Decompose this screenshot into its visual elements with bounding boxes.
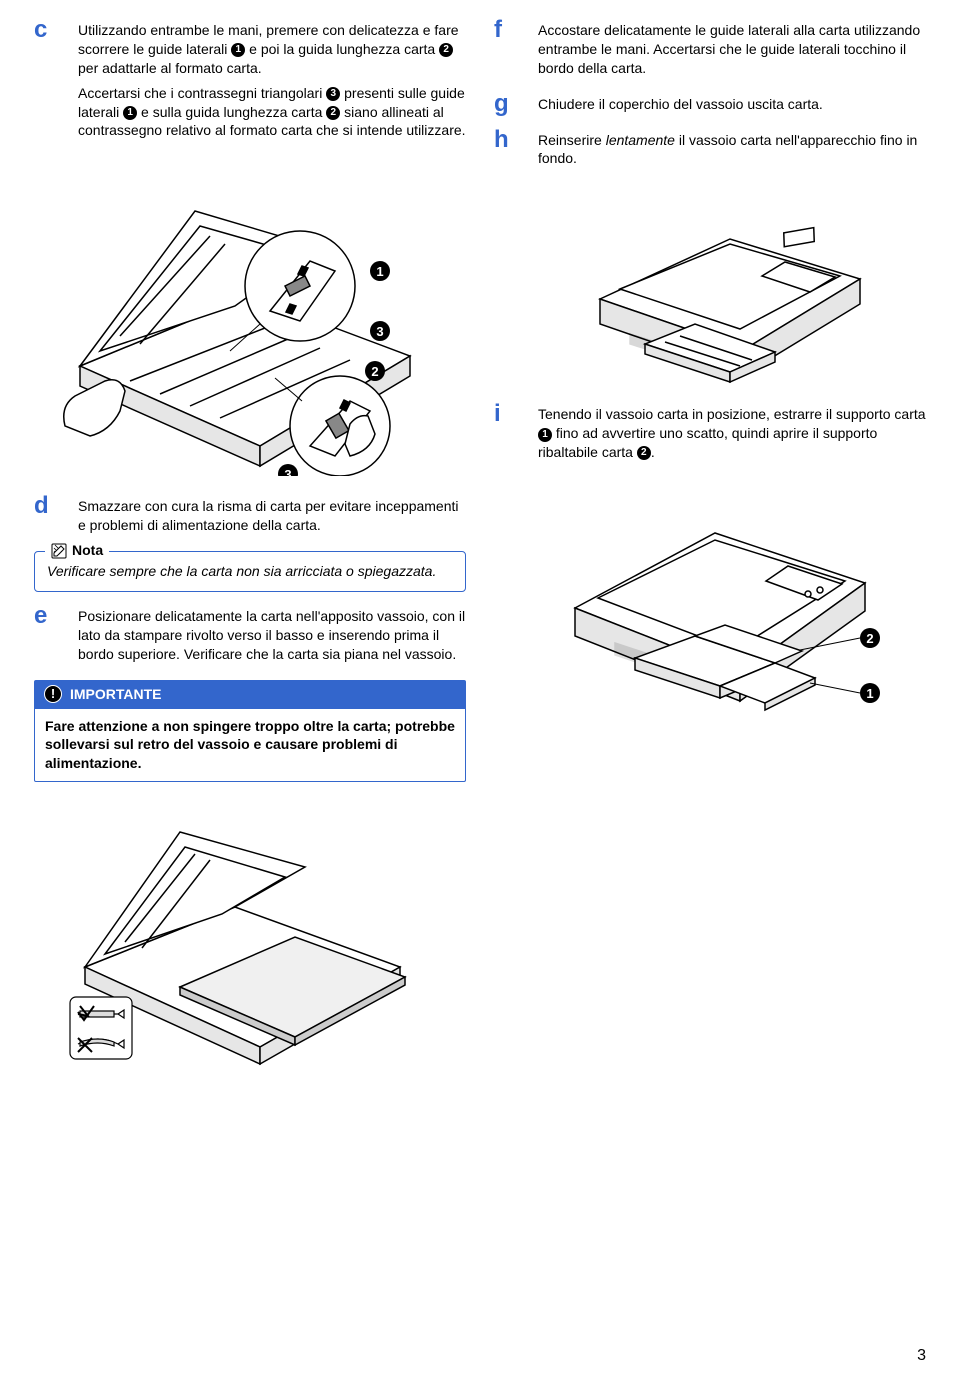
- marker-1-icon: 1: [231, 43, 245, 57]
- right-column: f Accostare delicatamente le guide later…: [494, 18, 926, 1090]
- svg-text:3: 3: [284, 467, 291, 476]
- step-c-p1: Utilizzando entrambe le mani, premere co…: [78, 21, 466, 78]
- step-c: c Utilizzando entrambe le mani, premere …: [34, 18, 466, 146]
- note-label: Nota: [72, 541, 103, 560]
- step-letter-c: c: [34, 18, 60, 42]
- important-box: ! IMPORTANTE Fare attenzione a non sping…: [34, 680, 466, 783]
- important-label: IMPORTANTE: [70, 685, 162, 704]
- step-h-body: Reinserire lentamente il vassoio carta n…: [538, 128, 926, 175]
- svg-text:1: 1: [866, 686, 873, 701]
- step-f-body: Accostare delicatamente le guide lateral…: [538, 18, 926, 84]
- step-h-text: Reinserire lentamente il vassoio carta n…: [538, 131, 926, 169]
- svg-text:1: 1: [376, 264, 383, 279]
- svg-text:3: 3: [376, 324, 383, 339]
- note-text: Verificare sempre che la carta non sia a…: [47, 563, 436, 579]
- note-header: Nota: [45, 541, 109, 560]
- left-column: c Utilizzando entrambe le mani, premere …: [34, 18, 466, 1090]
- step-c-p2: Accertarsi che i contrassegni triangolar…: [78, 84, 466, 141]
- illustration-paper-tray-guides: 1 3 2 3: [34, 156, 466, 476]
- step-letter-f: f: [494, 18, 520, 42]
- step-i-body: Tenendo il vassoio carta in posizione, e…: [538, 402, 926, 468]
- step-e-text: Posizionare delicatamente la carta nell'…: [78, 607, 466, 664]
- step-g-text: Chiudere il coperchio del vassoio uscita…: [538, 95, 926, 114]
- marker-2-icon: 2: [637, 446, 651, 460]
- illustration-printer-insert-tray: [494, 184, 926, 384]
- note-box: Nota Verificare sempre che la carta non …: [34, 551, 466, 592]
- step-g-body: Chiudere il coperchio del vassoio uscita…: [538, 92, 926, 120]
- step-letter-d: d: [34, 494, 60, 518]
- marker-1-icon: 1: [123, 106, 137, 120]
- step-g: g Chiudere il coperchio del vassoio usci…: [494, 92, 926, 120]
- step-h: h Reinserire lentamente il vassoio carta…: [494, 128, 926, 175]
- step-letter-g: g: [494, 92, 520, 116]
- svg-text:2: 2: [866, 631, 873, 646]
- svg-text:2: 2: [371, 364, 378, 379]
- marker-2-icon: 2: [326, 106, 340, 120]
- important-text: Fare attenzione a non spingere troppo ol…: [34, 709, 466, 783]
- step-letter-e: e: [34, 604, 60, 628]
- step-i: i Tenendo il vassoio carta in posizione,…: [494, 402, 926, 468]
- page-content: c Utilizzando entrambe le mani, premere …: [0, 0, 960, 1090]
- step-letter-h: h: [494, 128, 520, 152]
- note-icon: [51, 543, 67, 559]
- step-i-text: Tenendo il vassoio carta in posizione, e…: [538, 405, 926, 462]
- step-c-body: Utilizzando entrambe le mani, premere co…: [78, 18, 466, 146]
- step-letter-i: i: [494, 402, 520, 426]
- step-e-body: Posizionare delicatamente la carta nell'…: [78, 604, 466, 670]
- important-icon: !: [44, 685, 62, 703]
- step-d: d Smazzare con cura la risma di carta pe…: [34, 494, 466, 541]
- marker-3-icon: 3: [326, 87, 340, 101]
- step-f-text: Accostare delicatamente le guide lateral…: [538, 21, 926, 78]
- step-d-body: Smazzare con cura la risma di carta per …: [78, 494, 466, 541]
- step-d-text: Smazzare con cura la risma di carta per …: [78, 497, 466, 535]
- important-header: ! IMPORTANTE: [34, 680, 466, 709]
- step-f: f Accostare delicatamente le guide later…: [494, 18, 926, 84]
- page-number: 3: [917, 1345, 926, 1367]
- marker-2-icon: 2: [439, 43, 453, 57]
- illustration-paper-loaded: [34, 792, 466, 1072]
- marker-1-icon: 1: [538, 428, 552, 442]
- illustration-printer-paper-support: 2 1: [494, 478, 926, 728]
- step-e: e Posizionare delicatamente la carta nel…: [34, 604, 466, 670]
